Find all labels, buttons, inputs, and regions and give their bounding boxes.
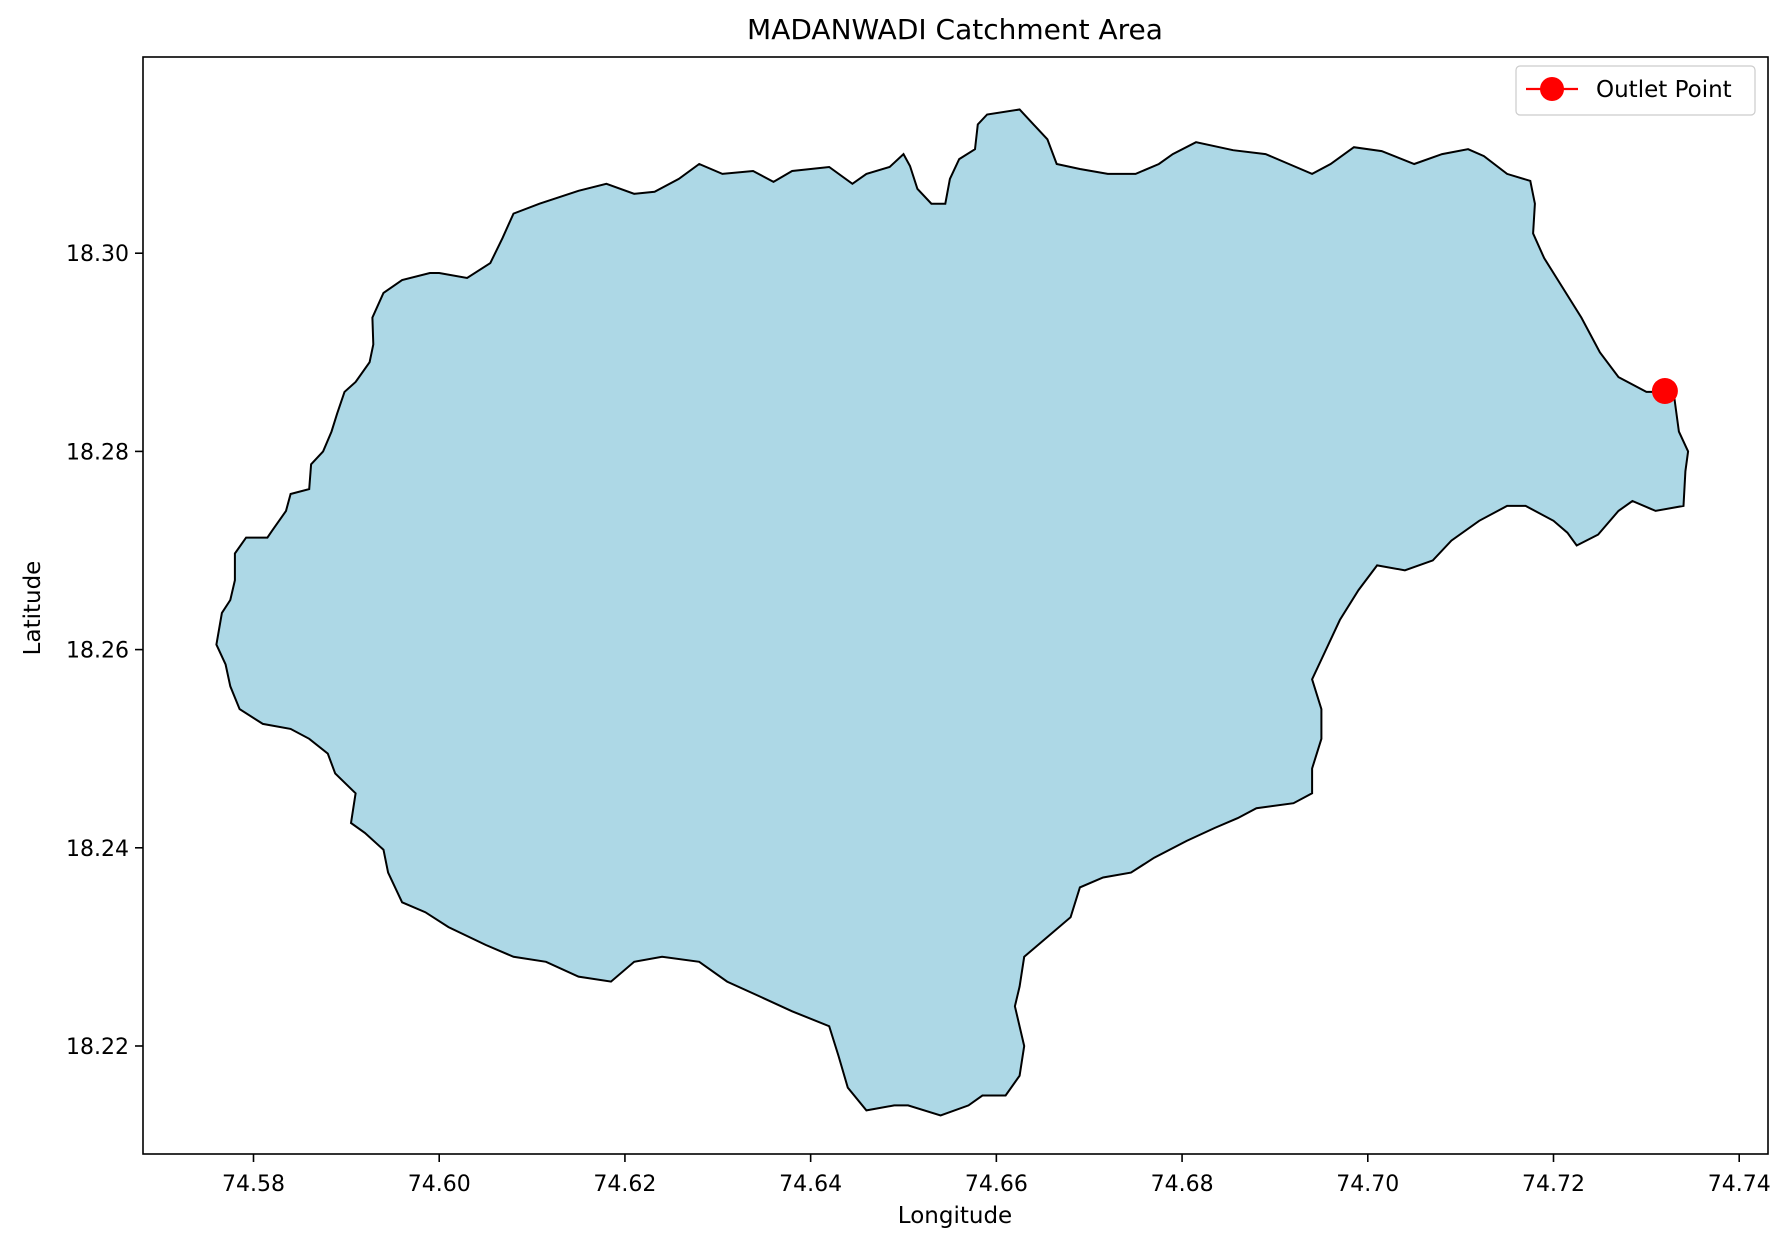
x-tick-label: 74.62 xyxy=(593,1172,656,1197)
chart-title: MADANWADI Catchment Area xyxy=(747,13,1163,46)
y-tick-label: 18.30 xyxy=(66,242,129,267)
y-tick-label: 18.26 xyxy=(66,639,129,664)
y-axis: 18.22 18.24 18.26 18.28 18.30 xyxy=(66,242,143,1060)
x-tick-label: 74.64 xyxy=(779,1172,842,1197)
y-tick-label: 18.22 xyxy=(66,1035,129,1060)
legend-box xyxy=(1515,65,1756,116)
y-tick-label: 18.24 xyxy=(66,837,129,862)
x-tick-label: 74.60 xyxy=(408,1172,471,1197)
y-axis-label: Latitude xyxy=(20,561,46,656)
x-axis-label: Longitude xyxy=(898,1203,1012,1229)
legend: Outlet Point xyxy=(1515,65,1756,116)
x-tick-label: 74.66 xyxy=(965,1172,1028,1197)
x-tick-label: 74.68 xyxy=(1151,1172,1214,1197)
plot-frame xyxy=(142,56,1769,1155)
outlet-point-marker xyxy=(1651,378,1678,404)
x-tick-label: 74.74 xyxy=(1708,1172,1771,1197)
y-tick-label: 18.28 xyxy=(66,440,129,465)
x-tick-label: 74.72 xyxy=(1522,1172,1585,1197)
outlet-layer xyxy=(1651,378,1678,404)
x-tick-label: 74.58 xyxy=(222,1172,285,1197)
x-axis: 74.58 74.60 74.62 74.64 74.66 74.68 74.70 74.72… xyxy=(222,1154,1771,1197)
legend-outlet-marker xyxy=(1540,77,1564,101)
x-tick-label: 74.70 xyxy=(1336,1172,1399,1197)
legend-label: Outlet Point xyxy=(1596,77,1732,103)
